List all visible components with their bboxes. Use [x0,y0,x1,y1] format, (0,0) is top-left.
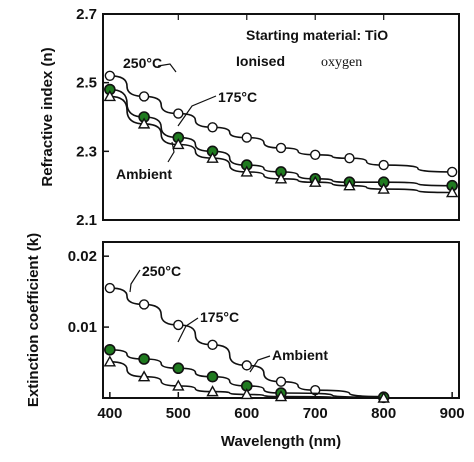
top-series-0-point-8 [378,159,389,171]
top-series-0-point-2 [173,108,184,119]
top-ylabel: Refractive index (n) [39,47,56,186]
top-series-2-point-6 [309,175,322,187]
top-leader-ambient [167,141,175,163]
top-series-2-point-4 [240,165,253,177]
top-yticks: 2.1 2.3 2.5 2.7 [76,6,109,229]
top-ytick-label-1: 2.3 [76,143,97,160]
bottom-xtick-label-2: 600 [234,405,259,422]
bottom-label-ambient: Ambient [272,347,328,363]
bottom-ylabel: Extinction coefficient (k) [25,233,42,407]
bottom-plot [103,282,390,404]
bottom-xtick-label-0: 400 [97,405,122,422]
bottom-series-0-point-3 [207,339,218,351]
bottom-series-2-point-0 [103,355,117,367]
bottom-series-2-point-6 [377,391,390,403]
bottom-series-0-point-1 [138,299,150,310]
top-leader-250 [157,63,177,73]
top-series-0-point-6 [310,149,321,160]
top-series-2-point-5 [274,172,288,184]
top-series-line-1 [109,88,453,187]
bottom-series-2-point-3 [206,385,219,397]
top-panel: Refractive index (n) 2.1 2.3 2.5 2.7 Starti… [39,6,460,229]
bottom-leader-175 [177,317,199,343]
top-series-2-point-8 [377,182,390,194]
bottom-series-2-point-5 [274,390,288,402]
bottom-xtick-label-1: 500 [166,405,191,422]
top-series-0-point-5 [275,142,287,154]
top-series-2-point-2 [172,138,185,150]
top-label-175: 175°C [218,89,257,105]
bottom-xtick-label-4: 800 [371,405,396,422]
bottom-series-2-point-1 [137,370,151,382]
bottom-xlabel: Wavelength (nm) [221,433,341,450]
top-series-0-point-1 [138,91,150,102]
top-leader-175 [177,95,217,127]
top-ytick-label-0: 2.1 [76,212,97,229]
top-header-line1: Starting material: TiO [246,27,388,43]
bottom-series-0-point-6 [310,385,321,396]
bottom-series-0-point-5 [275,376,287,387]
bottom-ytick-label-0: 0.01 [68,319,97,336]
top-series-0-point-9 [446,166,458,178]
bottom-ytick-label-1: 0.02 [68,248,97,265]
top-series-2-point-1 [137,117,151,129]
bottom-panel: Extinction coefficient (k) 0.01 0.02 400 5… [25,233,465,450]
top-plot [103,14,459,198]
bottom-series-0-point-0 [104,282,116,294]
top-series-2-point-0 [103,89,117,102]
top-series-0-point-7 [344,152,355,164]
bottom-series-1-point-0 [104,343,116,356]
top-series-line-0 [109,75,453,173]
bottom-series-2-point-2 [172,379,185,391]
bottom-series-1-point-3 [206,370,219,383]
top-series-line-2 [109,95,453,194]
bottom-xticks: 400 500 600 700 800 900 [97,392,465,422]
bottom-series-0-point-2 [173,319,184,331]
bottom-yticks: 0.01 0.02 [68,248,109,336]
bottom-leader-ambient [249,355,271,373]
top-series-0-point-3 [207,122,218,133]
bottom-series-1-point-1 [138,353,150,365]
bottom-label-250: 250°C [142,263,181,279]
top-header-line2-b: oxygen [321,55,362,70]
top-series-0-point-4 [241,132,252,143]
bottom-xtick-label-5: 900 [440,405,465,422]
bottom-series-2-point-4 [240,388,253,400]
top-series-2-point-7 [343,179,356,191]
top-header-line2-a: Ionised [236,53,285,69]
top-series-2-point-3 [206,151,219,163]
bottom-xtick-label-3: 700 [303,405,328,422]
bottom-series-0-point-4 [241,360,252,371]
top-series-2-point-9 [445,186,459,198]
top-ytick-label-2: 2.5 [76,75,97,92]
top-label-ambient: Ambient [116,166,172,182]
bottom-series-line-0 [109,287,384,398]
bottom-leader-250 [129,269,141,293]
top-label-250: 250°C [123,55,162,71]
top-ytick-label-3: 2.7 [76,6,97,23]
bottom-series-1-point-2 [172,362,185,375]
top-panel-frame [102,13,460,221]
top-series-0-point-0 [104,70,116,82]
bottom-label-175: 175°C [200,309,239,325]
